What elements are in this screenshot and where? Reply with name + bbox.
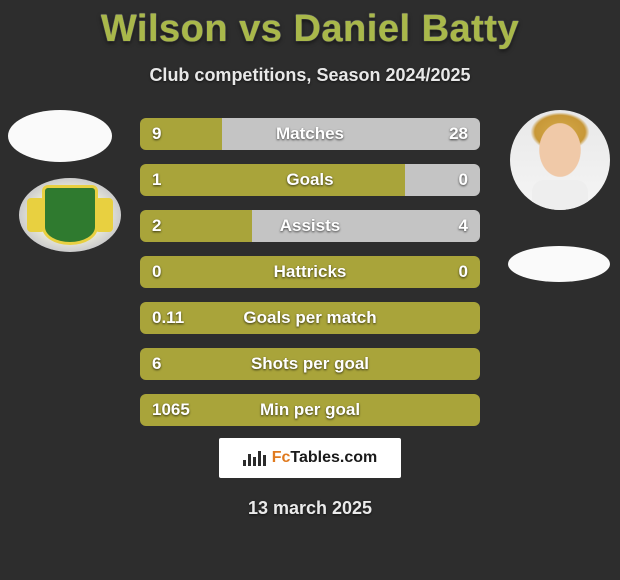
club-badge-right-placeholder [508,246,610,282]
page-title: Wilson vs Daniel Batty [0,0,620,51]
stat-bar-right [405,164,480,196]
brand-logo[interactable]: FcTables.com [219,438,401,478]
brand-text: FcTables.com [272,449,378,467]
stat-row: Goals per match0.11 [140,302,480,334]
stat-bar-left [140,348,480,380]
stat-bars: Matches928 Goals10 Assists24 Hattricks00 Goa… [140,118,480,440]
bar-chart-icon [243,451,266,466]
stat-bar-right [252,210,480,242]
stat-row: Shots per goal6 [140,348,480,380]
stat-bar-left [140,118,222,150]
stat-row: Min per goal1065 [140,394,480,426]
stat-bar-left [140,210,252,242]
footer-date: 13 march 2025 [0,498,620,519]
stat-row: Matches928 [140,118,480,150]
stat-row: Assists24 [140,210,480,242]
stat-bar-left [140,302,480,334]
page-subtitle: Club competitions, Season 2024/2025 [0,65,620,86]
stat-row: Hattricks00 [140,256,480,288]
stat-bar-right [222,118,480,150]
stat-row: Goals10 [140,164,480,196]
club-badge-left [19,178,121,252]
player-right-photo [510,110,610,210]
player-left-avatar-placeholder [8,110,112,162]
stat-bar-left [140,164,405,196]
stat-bar-left [140,256,480,288]
stat-bar-left [140,394,480,426]
